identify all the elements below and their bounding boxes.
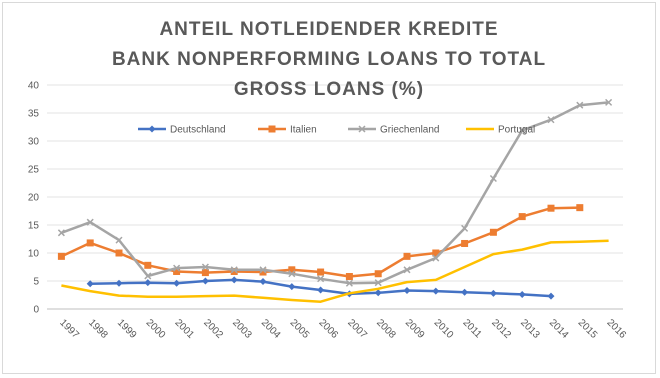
x-tick-label: 2002 — [201, 317, 225, 341]
data-point-griechenland — [317, 275, 325, 283]
x-tick-label: 2008 — [374, 317, 398, 341]
data-point-deutschland — [115, 279, 123, 287]
data-point-griechenland — [288, 270, 296, 278]
x-tick-label: 2014 — [547, 317, 571, 341]
data-point-deutschland — [518, 290, 526, 298]
chart-title-line-2: BANK NONPERFORMING LOANS TO TOTAL — [111, 49, 547, 70]
data-point-griechenland — [345, 279, 353, 287]
x-tick-label: 2016 — [604, 317, 628, 341]
y-tick-label: 5 — [33, 277, 39, 288]
data-point-griechenland — [518, 126, 526, 134]
data-point-deutschland — [86, 280, 94, 288]
data-point-italien — [57, 252, 65, 260]
x-tick-label: 2011 — [460, 317, 483, 340]
data-point-deutschland — [432, 287, 440, 295]
data-point-griechenland — [461, 224, 469, 232]
data-point-italien — [489, 228, 497, 236]
chart-title-line-1: ANTEIL NOTLEIDENDER KREDITE — [159, 19, 499, 40]
data-point-griechenland — [432, 254, 440, 262]
data-point-griechenland — [489, 174, 497, 183]
data-point-deutschland — [317, 286, 325, 294]
y-tick-label: 30 — [28, 137, 40, 148]
series-line-griechenland — [60, 101, 609, 285]
data-point-italien — [115, 249, 123, 257]
data-point-deutschland — [461, 288, 469, 296]
x-tick-label: 2005 — [288, 317, 312, 341]
y-tick-label: 10 — [28, 249, 40, 260]
data-point-italien — [403, 252, 411, 260]
x-tick-label: 2009 — [403, 317, 427, 341]
x-tick-label: 2001 — [172, 317, 196, 341]
data-point-griechenland — [230, 266, 238, 274]
x-tick-label: 1999 — [115, 317, 139, 341]
y-tick-label: 20 — [28, 193, 40, 204]
data-point-italien — [173, 267, 181, 275]
data-point-deutschland — [173, 279, 181, 287]
legend-label-deutschland: Deutschland — [170, 125, 226, 136]
chart-plot: 0 5 10 15 20 25 30 35 40 1997 1998 1999 2000 2001 2002… — [28, 81, 628, 342]
data-point-griechenland — [605, 98, 613, 106]
series-line-portugal — [61, 239, 609, 303]
x-tick-label: 1997 — [57, 317, 81, 341]
data-point-deutschland — [403, 287, 411, 295]
data-point-griechenland — [115, 236, 123, 244]
x-tick-label: 2004 — [259, 317, 283, 341]
data-point-italien — [201, 269, 209, 277]
data-point-italien — [288, 266, 296, 274]
x-tick-label: 1998 — [86, 317, 110, 341]
data-point-griechenland — [403, 266, 411, 274]
data-point-deutschland — [230, 276, 238, 284]
data-point-griechenland — [374, 279, 382, 287]
x-tick-label: 2010 — [432, 317, 456, 341]
data-point-italien — [518, 213, 526, 221]
data-point-italien — [547, 204, 555, 212]
data-point-griechenland — [259, 266, 267, 274]
x-tick-label: 2007 — [345, 317, 369, 341]
data-point-griechenland — [201, 263, 209, 271]
legend-marker-griechenland — [358, 125, 366, 133]
data-point-italien — [230, 267, 238, 275]
data-point-griechenland — [57, 229, 65, 237]
y-tick-label: 25 — [28, 165, 40, 176]
y-tick-label: 15 — [28, 221, 40, 232]
data-point-deutschland — [259, 278, 267, 286]
legend-label-portugal: Portugal — [498, 125, 535, 136]
y-tick-label: 35 — [28, 109, 40, 120]
data-point-griechenland — [547, 116, 555, 124]
x-tick-label: 2015 — [576, 317, 600, 341]
data-point-italien — [576, 204, 584, 212]
data-point-deutschland — [547, 292, 555, 300]
data-point-griechenland — [576, 101, 584, 109]
legend-label-italien: Italien — [290, 125, 317, 136]
data-point-italien — [374, 270, 382, 278]
data-point-italien — [432, 249, 440, 257]
data-point-deutschland — [489, 289, 497, 297]
data-point-italien — [461, 239, 469, 247]
data-point-deutschland — [201, 277, 209, 285]
data-point-griechenland — [173, 264, 181, 272]
legend-marker-italien — [268, 125, 276, 133]
data-point-italien — [86, 239, 94, 247]
data-point-deutschland — [374, 289, 382, 297]
data-point-italien — [317, 268, 325, 276]
x-tick-label: 2012 — [489, 317, 513, 341]
chart-title-line-3: GROSS LOANS (%) — [233, 79, 425, 100]
data-point-griechenland — [86, 218, 94, 226]
data-point-italien — [259, 268, 267, 276]
y-tick-label: 40 — [28, 81, 40, 92]
data-point-deutschland — [144, 279, 152, 287]
legend-label-griechenland: Griechenland — [380, 125, 439, 136]
data-point-italien — [144, 261, 152, 269]
legend-marker-deutschland — [148, 125, 156, 133]
x-tick-label: 2000 — [144, 317, 168, 341]
y-tick-label: 0 — [33, 305, 39, 316]
x-tick-label: 2006 — [316, 317, 340, 341]
data-point-griechenland — [144, 272, 152, 280]
x-tick-label: 2003 — [230, 317, 254, 341]
data-point-italien — [345, 273, 353, 281]
chart-container: 0 5 10 15 20 25 30 35 40 1997 1998 1999 2000 2001 2002… — [2, 2, 656, 374]
x-tick-label: 2013 — [518, 317, 542, 341]
data-point-deutschland — [288, 283, 296, 291]
